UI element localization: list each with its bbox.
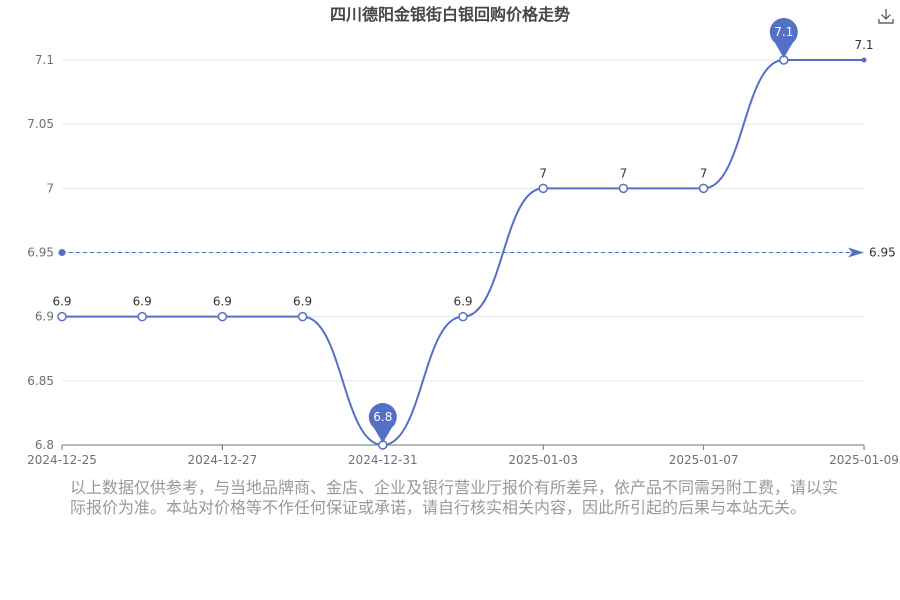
y-tick-label: 6.85	[27, 374, 54, 388]
data-label: 6.9	[133, 295, 152, 309]
average-mark-line: 6.95	[58, 246, 896, 260]
x-axis: 2024-12-25 2024-12-27 2024-12-31 2025-01-03…	[27, 444, 899, 467]
data-point	[698, 183, 709, 194]
data-label: 6.9	[293, 295, 312, 309]
data-label: 7	[620, 166, 628, 180]
y-tick-label: 6.9	[35, 310, 54, 324]
mark-point-label: 7.1	[774, 25, 793, 39]
disclaimer-text: 以上数据仅供参考，与当地品牌商、金店、企业及银行营业厅报价有所差异，依产品不同需…	[70, 478, 839, 517]
data-label: 6.9	[453, 295, 472, 309]
mark-points: 7.1 6.8	[368, 18, 798, 443]
data-label: 7	[539, 166, 547, 180]
data-label: 7	[700, 166, 708, 180]
data-labels: 6.9 6.9 6.9 6.9 6.9 7 7 7 7.1	[52, 38, 873, 309]
y-axis: 6.8 6.85 6.9 6.95 7 7.05 7.1	[27, 53, 54, 452]
mark-line-start-dot	[58, 249, 66, 256]
data-point	[618, 183, 629, 194]
data-label: 6.9	[213, 295, 232, 309]
data-point	[57, 311, 67, 322]
grid-lines	[62, 59, 864, 382]
download-icon[interactable]	[876, 6, 896, 26]
mark-point-pin-head	[769, 18, 798, 46]
chart-title: 四川德阳金银街白银回购价格走势	[330, 5, 570, 24]
mark-line-arrow	[848, 247, 864, 258]
x-tick-label: 2024-12-31	[348, 453, 418, 467]
data-point	[861, 57, 867, 63]
data-label: 6.9	[52, 295, 71, 309]
mark-line-label: 6.95	[869, 246, 896, 260]
x-tick-label: 2025-01-07	[669, 453, 739, 467]
mark-point-min: 6.8	[368, 403, 397, 443]
data-label: 7.1	[854, 38, 873, 52]
x-tick-label: 2024-12-25	[27, 453, 97, 467]
y-tick-label: 6.95	[27, 246, 54, 260]
data-point	[297, 311, 308, 322]
y-tick-label: 7.1	[35, 53, 54, 67]
y-tick-label: 7	[46, 181, 54, 195]
x-tick-label: 2024-12-27	[188, 453, 258, 467]
y-tick-label: 7.05	[27, 117, 54, 131]
mark-point-max: 7.1	[769, 18, 798, 58]
mark-point-label: 6.8	[373, 410, 392, 424]
data-point	[538, 183, 548, 194]
x-tick-label: 2025-01-09	[829, 453, 899, 467]
x-tick-label: 2025-01-03	[508, 453, 578, 467]
data-point	[137, 311, 147, 322]
mark-point-pin-tail	[372, 426, 393, 443]
mark-point-pin-head	[368, 403, 397, 431]
data-point	[217, 311, 228, 322]
data-points	[57, 55, 867, 450]
mark-point-pin-tail	[773, 41, 794, 58]
data-point	[458, 311, 468, 322]
y-tick-label: 6.8	[35, 438, 54, 452]
